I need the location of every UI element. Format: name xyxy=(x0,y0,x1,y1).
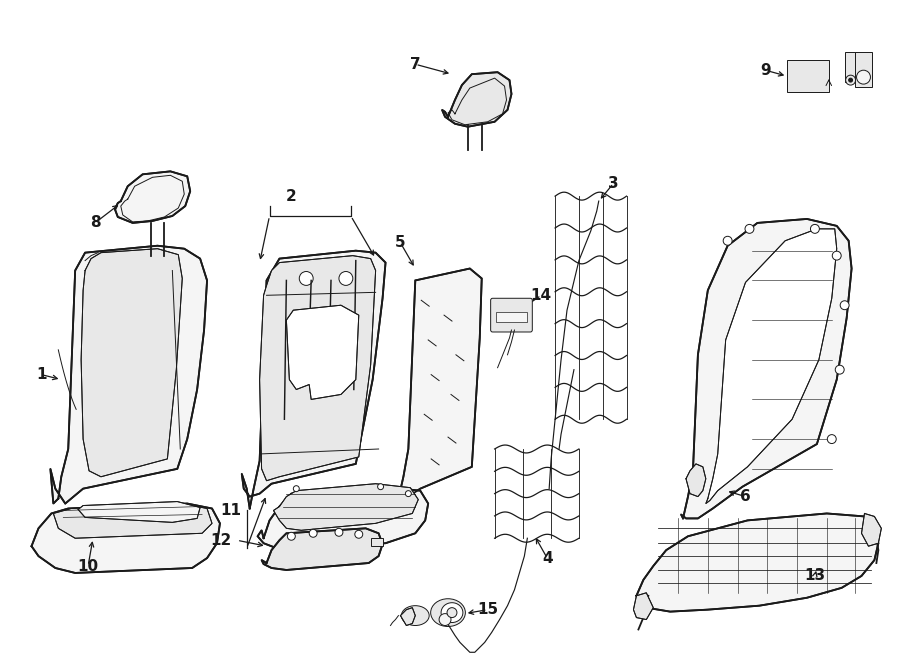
Text: 14: 14 xyxy=(531,288,552,303)
Ellipse shape xyxy=(401,606,429,626)
Polygon shape xyxy=(259,256,375,481)
Polygon shape xyxy=(634,592,653,620)
Text: 1: 1 xyxy=(36,367,47,382)
Circle shape xyxy=(724,236,732,245)
Polygon shape xyxy=(442,72,511,126)
Polygon shape xyxy=(392,269,482,498)
Circle shape xyxy=(841,301,849,310)
Text: 8: 8 xyxy=(90,215,100,230)
Ellipse shape xyxy=(431,598,465,626)
Circle shape xyxy=(339,271,353,285)
Bar xyxy=(788,60,829,92)
Bar xyxy=(496,312,527,322)
Text: 6: 6 xyxy=(740,489,751,504)
Circle shape xyxy=(378,484,383,490)
Circle shape xyxy=(287,532,295,540)
Polygon shape xyxy=(81,249,183,477)
Text: 13: 13 xyxy=(805,569,825,583)
Ellipse shape xyxy=(441,602,463,622)
Polygon shape xyxy=(706,229,837,504)
Polygon shape xyxy=(286,305,359,399)
Polygon shape xyxy=(636,514,878,612)
Circle shape xyxy=(405,491,411,496)
Circle shape xyxy=(293,486,300,492)
Circle shape xyxy=(810,224,819,233)
Text: 12: 12 xyxy=(211,533,232,547)
Text: 5: 5 xyxy=(395,235,406,250)
Circle shape xyxy=(335,528,343,536)
Polygon shape xyxy=(50,246,207,504)
Bar xyxy=(855,52,872,87)
Circle shape xyxy=(857,70,870,84)
Circle shape xyxy=(835,365,844,374)
Polygon shape xyxy=(242,251,385,508)
Circle shape xyxy=(300,271,313,285)
Text: 9: 9 xyxy=(760,63,770,77)
Text: 7: 7 xyxy=(410,57,420,71)
Polygon shape xyxy=(686,464,706,496)
Polygon shape xyxy=(32,504,220,573)
Circle shape xyxy=(310,530,317,538)
Circle shape xyxy=(447,608,457,618)
Text: 3: 3 xyxy=(608,175,619,191)
Circle shape xyxy=(832,251,842,260)
Text: 4: 4 xyxy=(542,551,553,565)
Circle shape xyxy=(827,435,836,444)
Text: 10: 10 xyxy=(77,559,99,573)
Polygon shape xyxy=(861,514,881,546)
Bar xyxy=(845,52,857,82)
Polygon shape xyxy=(115,171,190,223)
Polygon shape xyxy=(681,219,851,518)
Polygon shape xyxy=(257,487,428,550)
Text: 11: 11 xyxy=(220,503,242,518)
Circle shape xyxy=(846,75,856,85)
Polygon shape xyxy=(262,528,382,570)
Circle shape xyxy=(849,78,852,82)
FancyBboxPatch shape xyxy=(491,299,532,332)
Circle shape xyxy=(745,224,754,233)
Text: 2: 2 xyxy=(286,189,297,204)
Text: 15: 15 xyxy=(477,602,499,617)
Circle shape xyxy=(355,530,363,538)
Polygon shape xyxy=(78,502,200,522)
Polygon shape xyxy=(53,504,212,538)
Polygon shape xyxy=(400,608,415,626)
Circle shape xyxy=(439,614,451,626)
Polygon shape xyxy=(274,484,418,530)
Bar xyxy=(371,538,382,546)
